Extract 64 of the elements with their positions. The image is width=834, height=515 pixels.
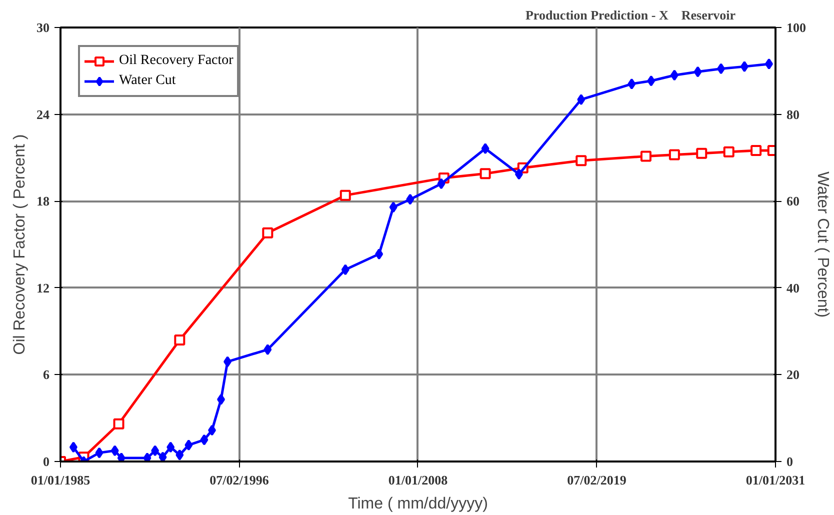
x-tick-label: 01/01/2008 [388,472,448,488]
x-tick-label: 01/01/2031 [746,472,806,488]
point [208,424,216,436]
y-tick-label: 12 [36,280,50,296]
point [576,155,587,166]
y-tick-label: 18 [36,194,50,209]
point [262,227,274,238]
y2-tick-label: 80 [786,106,800,122]
point [176,449,184,460]
x-tick-label: 01/01/1985 [30,472,91,488]
point [437,178,446,190]
point [184,440,193,451]
point [764,58,773,70]
y2-tick-label: 60 [786,194,800,209]
point [668,149,680,160]
point [143,452,152,462]
point [647,75,656,86]
y2-tick-label: 40 [786,280,800,296]
point [481,143,490,154]
point [95,447,104,458]
point [670,70,678,81]
point [480,168,491,180]
y-tick-label: 30 [36,20,50,35]
point [628,78,636,90]
point [69,442,78,453]
y2-axis-title: Water Cut ( Percent) [814,171,831,318]
chart-title: Production Prediction - X Reservoir [525,8,736,22]
point [577,94,586,106]
point [514,168,523,180]
x-tick-label: 07/02/2019 [567,472,627,488]
point [406,194,414,205]
x-axis-title: Time ( mm/dd/yyyy) [348,496,488,512]
point [113,418,124,430]
point [264,344,272,356]
point [217,394,226,405]
y2-tick-label: 20 [786,367,800,382]
point [750,144,762,156]
point [224,356,232,368]
point [375,248,384,260]
legend-label: Water Cut [119,73,176,89]
y-tick-label: 0 [43,454,50,469]
point [151,445,160,456]
point [694,66,702,78]
y-tick-label: 24 [36,106,50,122]
point [723,146,734,158]
point [117,452,126,462]
y-tick-label: 6 [43,367,50,382]
y-axis-title: Oil Recovery Factor ( Percent ) [12,134,28,355]
legend-label: Oil Recovery Factor [119,53,234,69]
point [158,452,167,462]
point [341,264,350,276]
point [200,434,208,446]
point [110,445,119,456]
point [166,442,175,453]
point [389,202,398,213]
point [174,334,186,346]
y2-tick-label: 0 [786,454,793,469]
point [640,150,652,162]
y2-tick-label: 100 [786,20,806,35]
x-tick-label: 07/02/1996 [210,472,270,488]
point [740,61,748,72]
point [696,148,708,159]
point [717,63,726,74]
point [340,190,351,201]
